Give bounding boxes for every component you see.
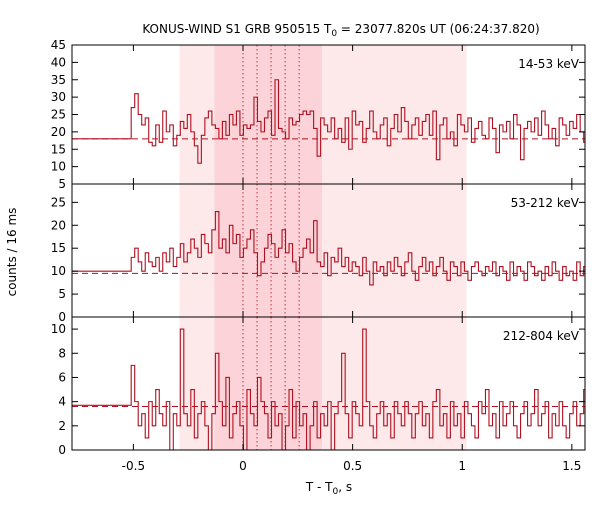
panel-frame [71, 316, 586, 451]
x-axis-label: T - T0, s [305, 480, 352, 497]
y-tick-label: 35 [51, 73, 66, 87]
x-tick-label: 1.5 [562, 459, 581, 473]
x-tick-label: 0.5 [343, 459, 362, 473]
chart-title-rest: = 23077.820s UT (06:24:37.820) [337, 22, 540, 36]
y-tick-label: 10 [51, 160, 66, 174]
x-tick-label: 0 [239, 459, 247, 473]
y-tick-label: 25 [51, 195, 66, 209]
y-tick-label: 20 [51, 125, 66, 139]
panel-3: 0 2 4 6 8 10 212-804 keV [51, 316, 586, 457]
y-tick-label: 2 [58, 419, 66, 433]
y-tick-label: 15 [51, 142, 66, 156]
count-rate-histogram [72, 328, 585, 451]
y-tick-label: 20 [51, 218, 66, 232]
y-tick-label: 10 [51, 322, 66, 336]
y-tick-label: 10 [51, 264, 66, 278]
y-tick-label: 4 [58, 395, 66, 409]
panel-1: 5 10 15 20 25 30 35 40 45 14-53 keV [51, 38, 586, 191]
y-tick-label: 40 [51, 55, 66, 69]
y-axis-label: counts / 16 ms [5, 208, 19, 297]
x-axis-label-main: T - T [305, 480, 333, 494]
y-tick-label: 0 [58, 443, 66, 457]
y-tick-label: 5 [58, 177, 66, 191]
y-tick-label: 30 [51, 90, 66, 104]
y-tick-label: 6 [58, 370, 66, 384]
y-tick-label: 5 [58, 287, 66, 301]
x-tick-label: 1 [458, 459, 466, 473]
shaded-interval-inner [214, 184, 322, 317]
count-rate-histogram [72, 79, 585, 164]
count-rate-histogram [72, 210, 585, 286]
y-tick-label: 15 [51, 241, 66, 255]
y-tick-label: 25 [51, 108, 66, 122]
x-axis-label-subscript: 0 [333, 487, 339, 497]
y-tick-label: 8 [58, 346, 66, 360]
chart-title-main: KONUS-WIND S1 GRB 950515 T [142, 22, 332, 36]
x-axis-label-rest: , s [338, 480, 352, 494]
x-tick-label: -0.5 [122, 459, 145, 473]
energy-band-label: 14-53 keV [518, 57, 580, 71]
chart-title-subscript: 0 [331, 29, 337, 39]
energy-band-label: 53-212 keV [511, 196, 580, 210]
energy-band-label: 212-804 keV [503, 329, 580, 343]
chart-title: KONUS-WIND S1 GRB 950515 T0 = 23077.820s… [142, 22, 539, 39]
panel-2: 0 5 10 15 20 25 53-212 keV [51, 183, 586, 324]
y-tick-label: 0 [58, 310, 66, 324]
y-tick-label: 45 [51, 38, 66, 52]
